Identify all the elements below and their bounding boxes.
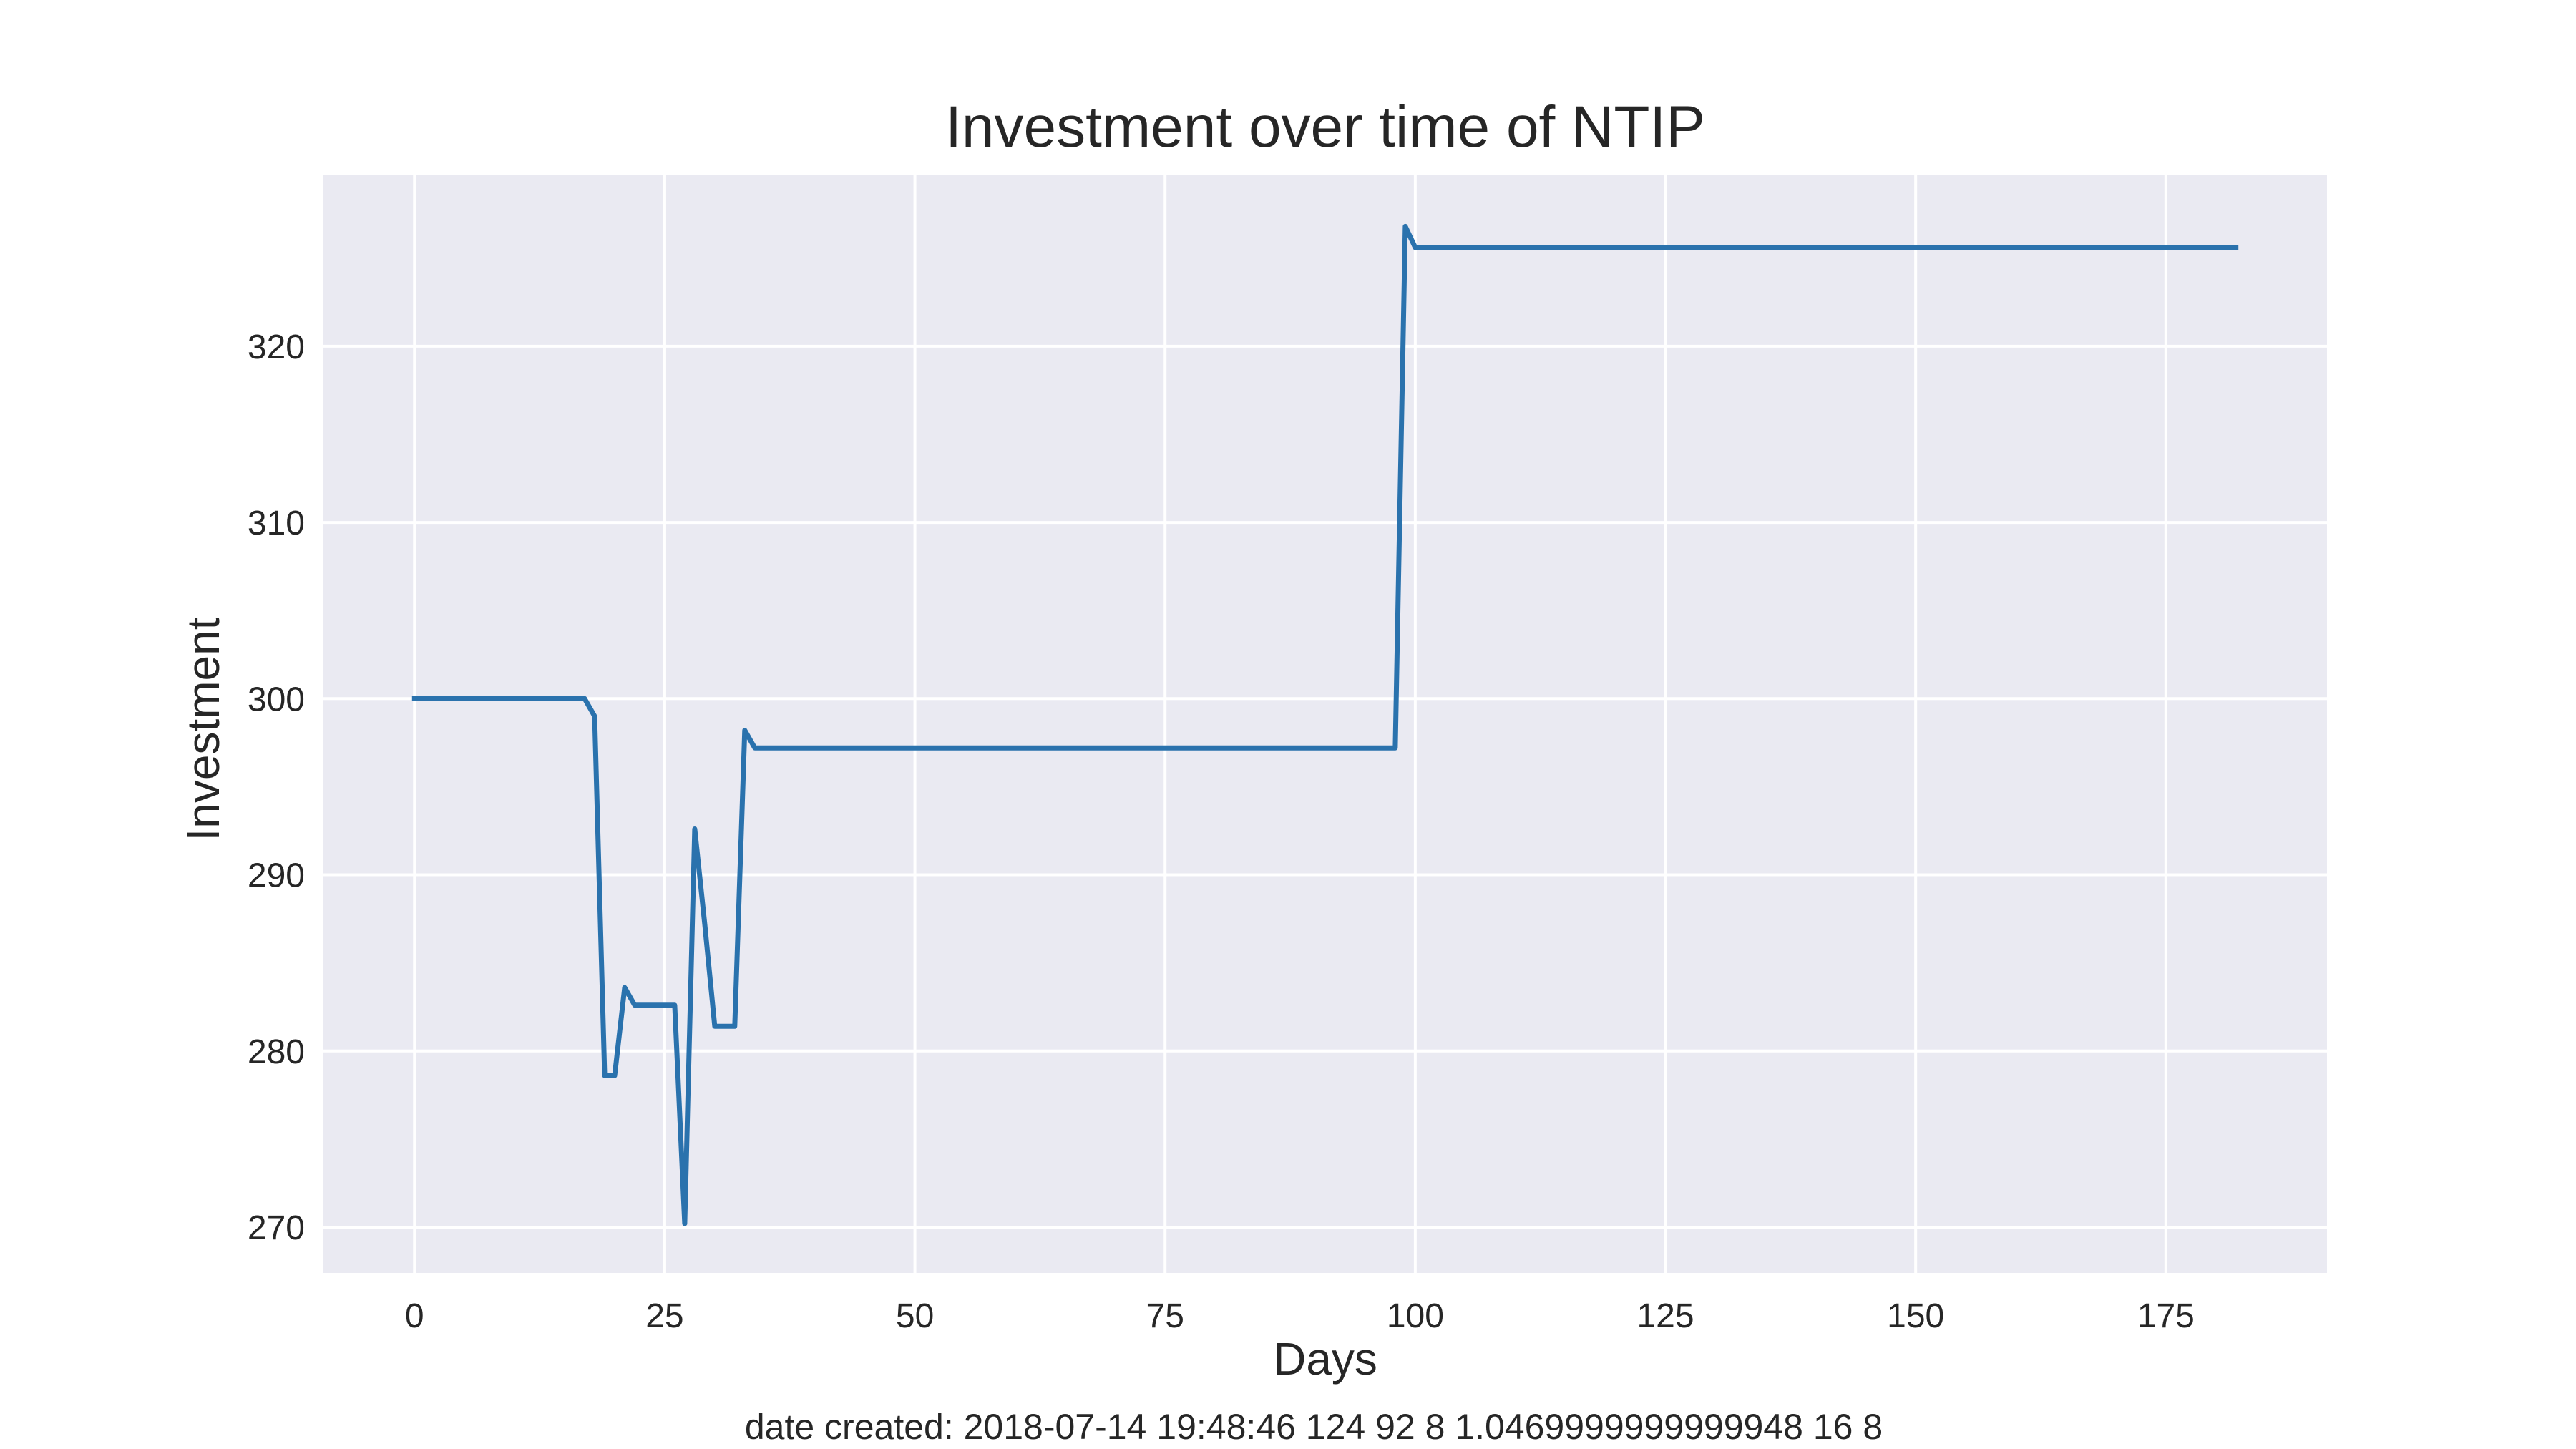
x-tick-label: 150 — [1887, 1297, 1944, 1335]
date-created-note: date created: 2018-07-14 19:48:46 124 92… — [745, 1407, 1883, 1447]
x-tick-label: 125 — [1636, 1297, 1694, 1335]
x-axis-label: Days — [1273, 1333, 1377, 1385]
y-tick-label: 280 — [248, 1033, 305, 1071]
y-axis-ticks: 270 280 290 300 310 320 — [248, 328, 305, 1247]
x-tick-label: 50 — [896, 1297, 934, 1335]
chart-title: Investment over time of NTIP — [945, 94, 1705, 160]
plot-area — [323, 175, 2327, 1273]
x-tick-label: 75 — [1146, 1297, 1184, 1335]
x-tick-label: 100 — [1387, 1297, 1444, 1335]
x-tick-label: 25 — [645, 1297, 683, 1335]
grid-lines — [323, 175, 2327, 1273]
y-tick-label: 300 — [248, 680, 305, 718]
x-axis-ticks: 0 25 50 75 100 125 150 175 — [405, 1297, 2195, 1335]
series — [411, 223, 2239, 1226]
y-tick-label: 290 — [248, 857, 305, 895]
x-tick-label: 175 — [2137, 1297, 2195, 1335]
series-line — [411, 223, 2239, 1226]
y-tick-label: 320 — [248, 328, 305, 366]
y-tick-label: 270 — [248, 1209, 305, 1247]
y-tick-label: 310 — [248, 504, 305, 542]
y-axis-label: Investment — [177, 617, 229, 841]
x-tick-label: 0 — [405, 1297, 424, 1335]
